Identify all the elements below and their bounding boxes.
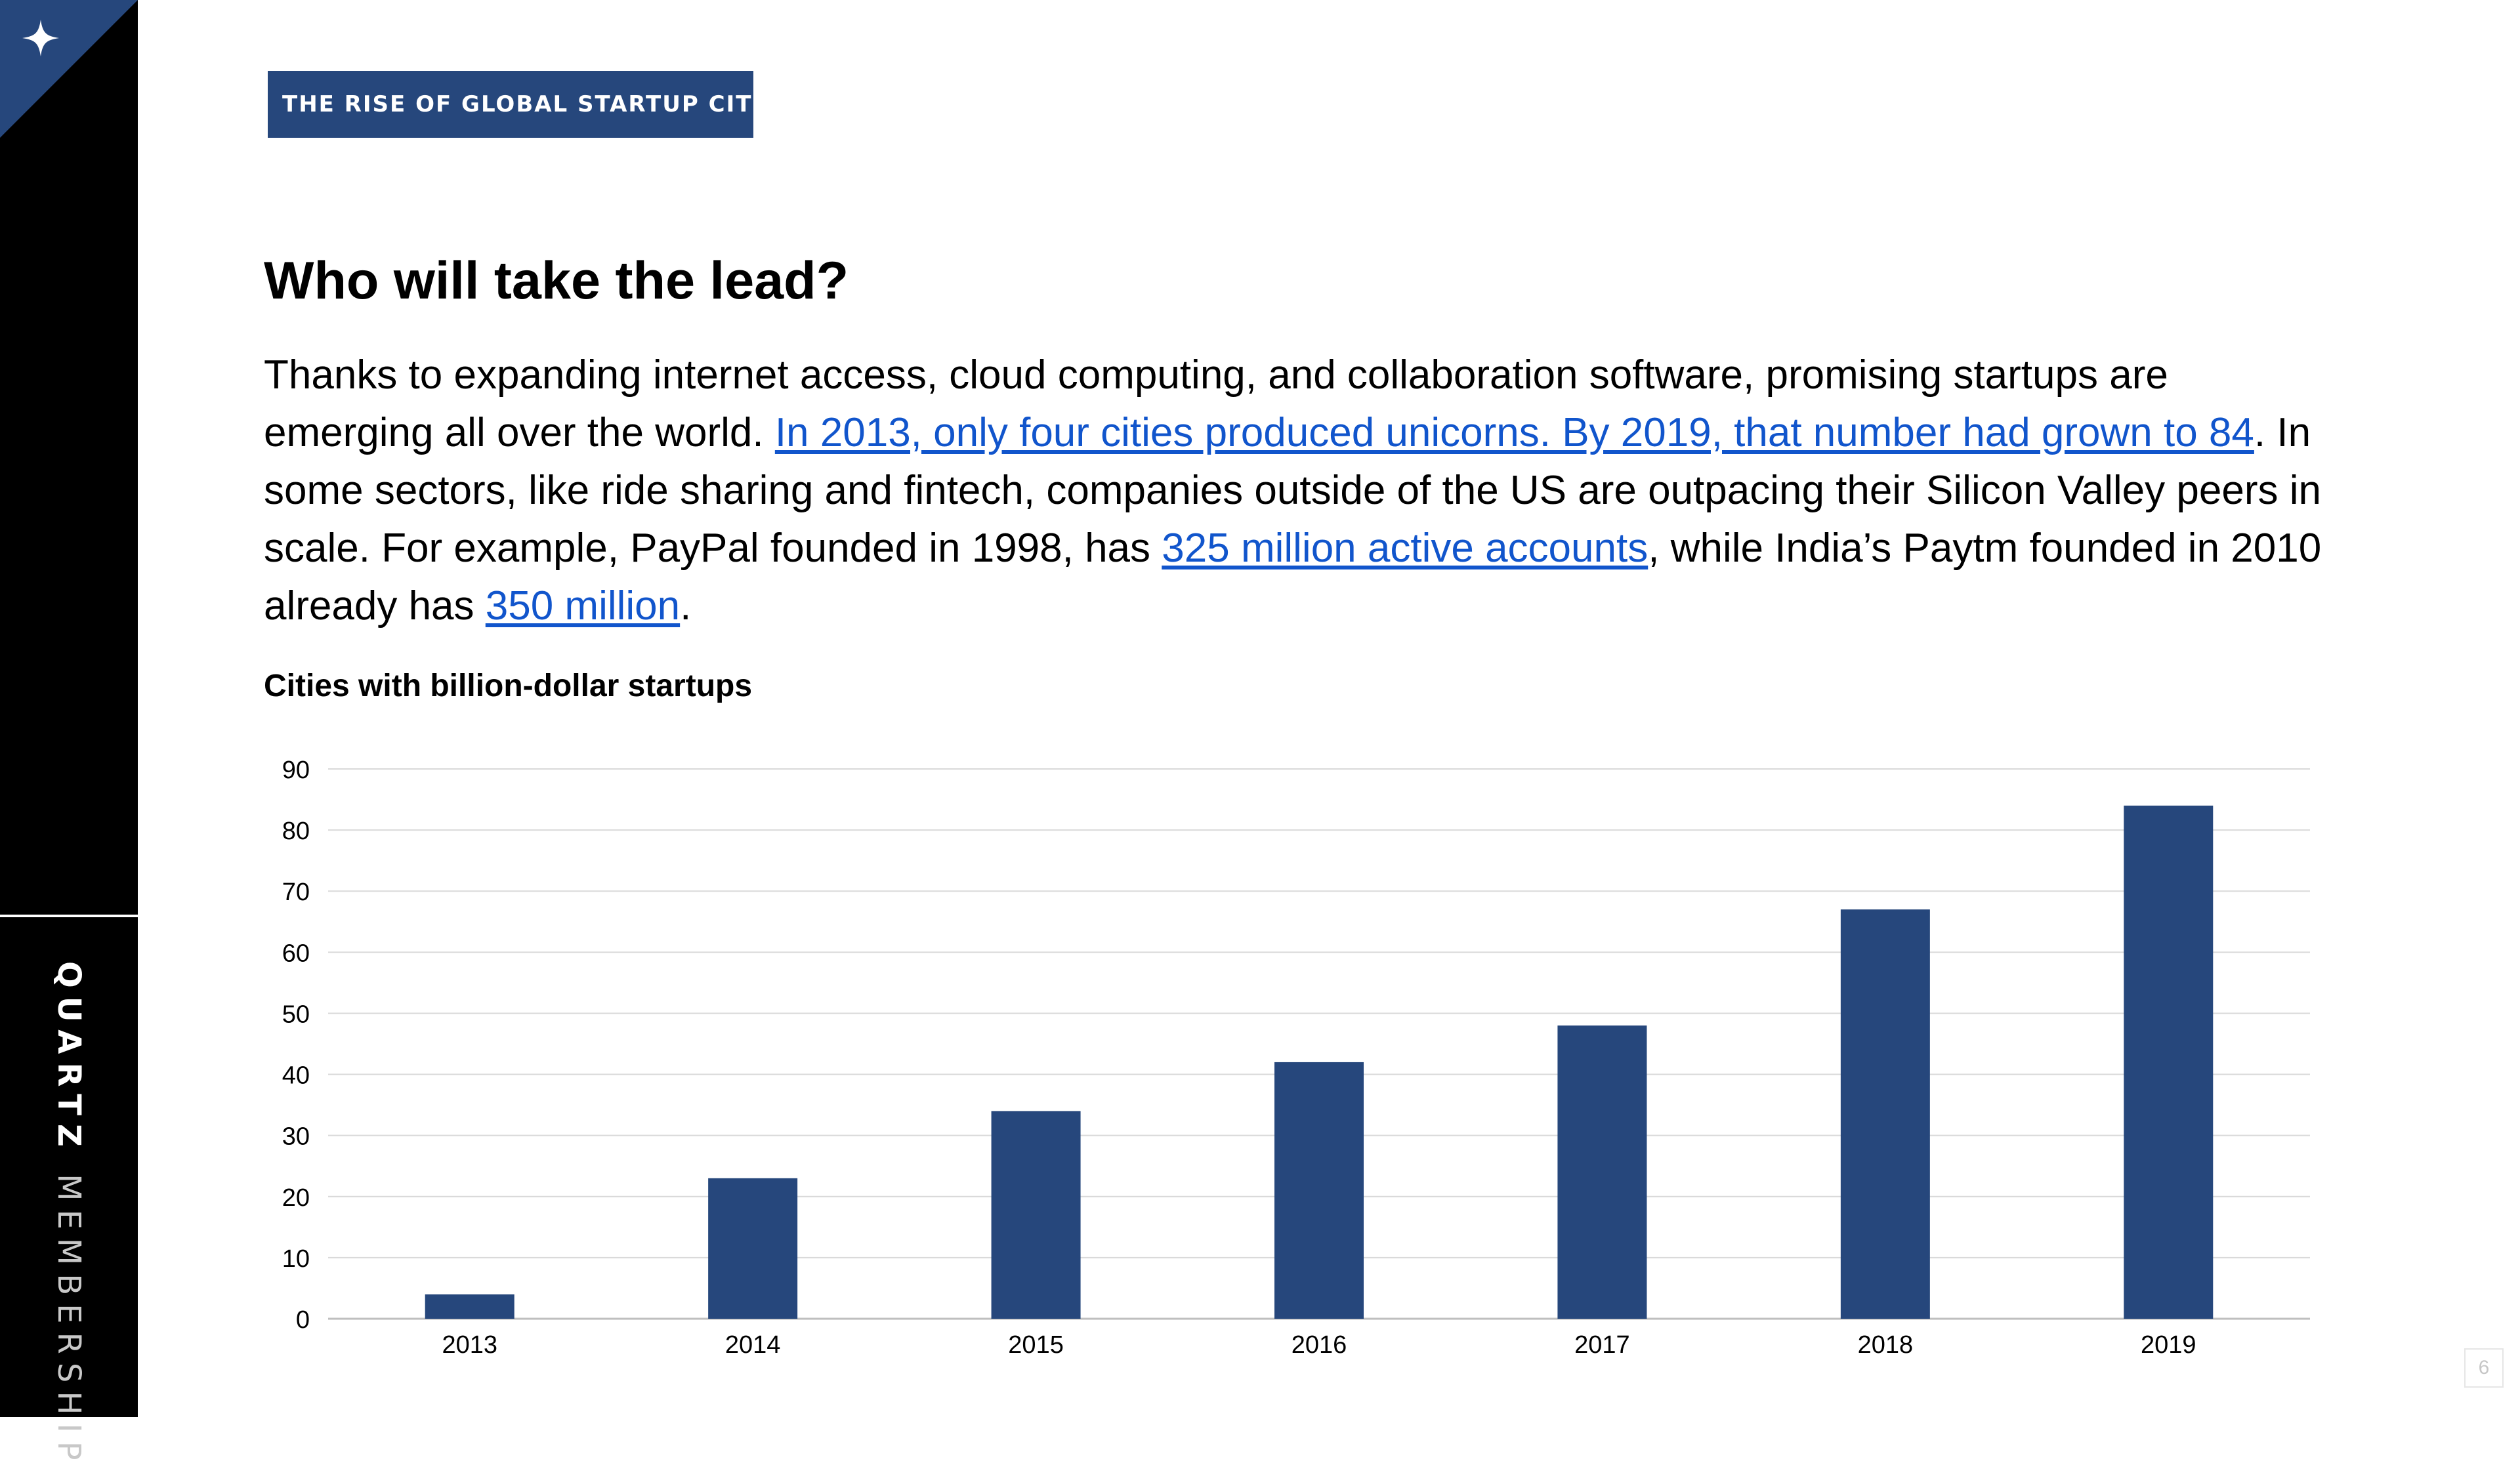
page-title: Who will take the lead? — [264, 251, 849, 310]
y-tick-label: 30 — [282, 1123, 310, 1151]
x-tick-label: 2019 — [2141, 1331, 2196, 1359]
y-tick-label: 0 — [296, 1306, 310, 1334]
body-text-4: . — [680, 583, 692, 629]
body-text-1: Thanks to expanding internet access, clo… — [264, 352, 2168, 455]
body-text-3: , while India’s Paytm founded in 2010 al… — [264, 526, 2322, 629]
sparkle-icon — [22, 20, 59, 56]
sidebar: QUARTZ MEMBERSHIP — [0, 0, 138, 1469]
unicorn-cities-link[interactable]: In 2013, only four cities produced unico… — [774, 410, 2254, 455]
x-tick-label: 2016 — [1292, 1331, 1347, 1359]
body-text-2: . In some sectors, like ride sharing and… — [264, 410, 2321, 571]
page-number: 6 — [2464, 1348, 2504, 1388]
bar-chart: 0 10 20 30 40 50 60 70 80 90 2013 2014 2015 2016 2017 2… — [282, 756, 2310, 1359]
y-tick-label: 40 — [282, 1062, 310, 1090]
section-tag: THE RISE OF GLOBAL STARTUP CITIES — [268, 71, 795, 138]
y-tick-label: 60 — [282, 940, 310, 967]
x-tick-label: 2017 — [1574, 1331, 1630, 1359]
y-tick-label: 80 — [282, 817, 310, 845]
x-tick-label: 2014 — [725, 1331, 781, 1359]
y-tick-label: 70 — [282, 879, 310, 906]
brand-name-bold: QUARTZ — [51, 961, 87, 1155]
bar — [425, 1294, 514, 1319]
body-paragraph: Thanks to expanding internet access, clo… — [264, 346, 2338, 635]
bar — [1840, 909, 1930, 1319]
bar — [2124, 805, 2214, 1319]
paytm-accounts-link[interactable]: 350 million — [485, 583, 681, 629]
chart-title: Cities with billion-dollar startups — [264, 669, 753, 703]
bar — [1557, 1025, 1647, 1319]
paypal-accounts-link[interactable]: 325 million active accounts — [1162, 526, 1648, 571]
x-tick-label: 2013 — [442, 1331, 497, 1359]
bar — [1274, 1062, 1364, 1319]
sidebar-divider — [0, 915, 138, 917]
brand-name-regular: MEMBERSHIP — [51, 1174, 87, 1469]
x-tick-label: 2018 — [1858, 1331, 1914, 1359]
bar — [708, 1178, 798, 1319]
y-tick-label: 50 — [282, 1001, 310, 1028]
y-tick-label: 90 — [282, 756, 310, 784]
bar — [991, 1111, 1081, 1319]
x-tick-label: 2015 — [1008, 1331, 1064, 1359]
y-tick-label: 20 — [282, 1184, 310, 1212]
corner-badge — [0, 0, 138, 138]
y-tick-label: 10 — [282, 1245, 310, 1273]
